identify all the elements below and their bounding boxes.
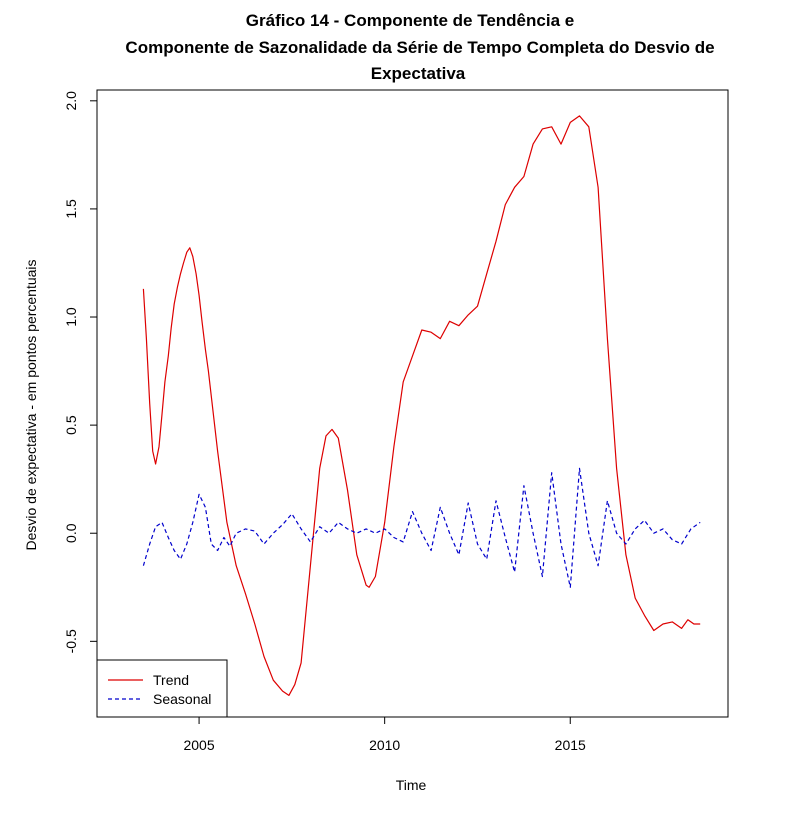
- x-axis-label: Time: [396, 777, 427, 793]
- legend: Trend Seasonal: [96, 659, 228, 718]
- y-tick-label: 0.0: [63, 523, 79, 543]
- x-axis: 2005 2010 2015: [183, 716, 586, 753]
- y-axis: -0.5 0.0 0.5 1.0 1.5 2.0: [63, 91, 98, 653]
- y-tick-label: 0.5: [63, 415, 79, 435]
- chart-title-line-3: Expectativa: [371, 64, 466, 83]
- legend-box: [96, 659, 228, 718]
- y-tick-label: 2.0: [63, 91, 79, 111]
- legend-trend-label: Trend: [153, 672, 189, 688]
- legend-seasonal-label: Seasonal: [153, 691, 211, 707]
- y-tick-label: 1.0: [63, 307, 79, 327]
- y-tick-label: -0.5: [63, 629, 79, 653]
- y-axis-label: Desvio de expectativa - em pontos percen…: [23, 259, 39, 550]
- x-tick-label: 2010: [369, 737, 400, 753]
- chart-title-line-1: Gráfico 14 - Componente de Tendência e: [246, 11, 574, 30]
- series-layer: [142, 115, 701, 697]
- x-tick-label: 2015: [555, 737, 586, 753]
- y-tick-label: 1.5: [63, 199, 79, 219]
- chart-title-line-2: Componente de Sazonalidade da Série de T…: [125, 38, 714, 57]
- series-line-trend: [142, 115, 701, 697]
- series-line-seasonal: [142, 467, 701, 588]
- x-tick-label: 2005: [183, 737, 214, 753]
